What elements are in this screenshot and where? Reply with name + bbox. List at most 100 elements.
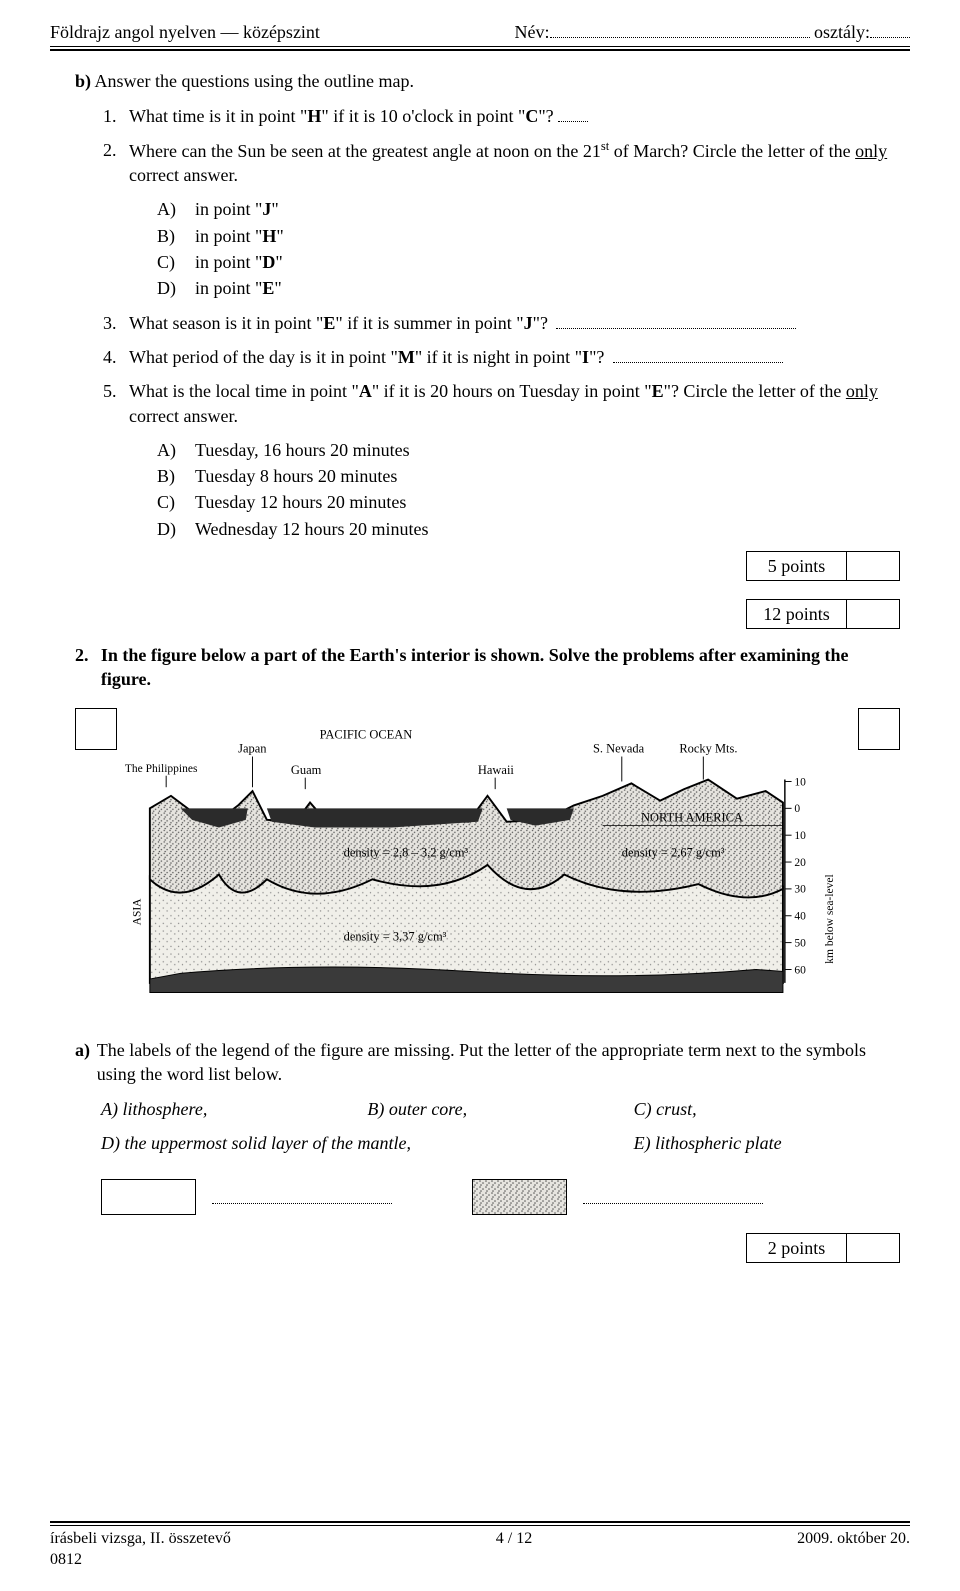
legend-swatch-stipple xyxy=(472,1179,567,1215)
wl-e: E) lithospheric plate xyxy=(634,1131,900,1155)
svg-text:10: 10 xyxy=(794,776,806,788)
question-2: 2. Where can the Sun be seen at the grea… xyxy=(103,138,900,188)
task2-title: In the figure below a part of the Earth'… xyxy=(101,643,900,692)
name-label: Név: xyxy=(515,22,550,42)
legend-item-blank xyxy=(101,1179,392,1215)
q5-num: 5. xyxy=(103,379,129,428)
q2-options: A)in point "J" B)in point "H" C)in point… xyxy=(157,197,900,300)
points-2-label: 2 points xyxy=(747,1234,847,1262)
sub-question-a: a) The labels of the legend of the figur… xyxy=(75,1038,900,1087)
q5-options: A)Tuesday, 16 hours 20 minutes B)Tuesday… xyxy=(157,438,900,541)
q5-opt-b[interactable]: B)Tuesday 8 hours 20 minutes xyxy=(157,464,900,488)
q5-opt-a[interactable]: A)Tuesday, 16 hours 20 minutes xyxy=(157,438,900,462)
q2-opt-d[interactable]: D)in point "E" xyxy=(157,276,900,300)
sub-a-label: a) xyxy=(75,1038,97,1087)
axis-label-right: km below sea-level xyxy=(824,874,836,963)
class-field[interactable] xyxy=(870,37,910,38)
density1: density = 2,8 – 3,2 g/cm³ xyxy=(344,845,469,859)
wl-a: A) lithosphere, xyxy=(101,1097,367,1121)
ytick: 60 xyxy=(785,964,806,976)
figure-wrap: PACIFIC OCEAN Japan The Philippines Guam… xyxy=(75,708,900,1024)
ytick: 10 xyxy=(785,830,806,842)
svg-text:20: 20 xyxy=(794,857,806,869)
ytick: 10 xyxy=(785,776,806,788)
figure-answer-box-right[interactable] xyxy=(858,708,900,750)
label-rocky: Rocky Mts. xyxy=(679,741,737,755)
q2-opt-a[interactable]: A)in point "J" xyxy=(157,197,900,221)
label-namerica: NORTH AMERICA xyxy=(641,810,743,824)
label-japan: Japan xyxy=(238,741,267,755)
footer-center: 4 / 12 xyxy=(496,1528,532,1571)
q3-text: What season is it in point "E" if it is … xyxy=(129,311,900,335)
points-box-12: 12 points xyxy=(746,599,900,629)
q4-answer-line[interactable] xyxy=(613,362,783,363)
ytick: 50 xyxy=(785,937,806,949)
label-philippines: The Philippines xyxy=(125,763,198,775)
label-hawaii: Hawaii xyxy=(478,762,515,776)
page-header: Földrajz angol nyelven — középszint Név:… xyxy=(50,20,910,44)
header-rule1 xyxy=(50,46,910,47)
points-12-blank[interactable] xyxy=(847,600,899,628)
question-4: 4. What period of the day is it in point… xyxy=(103,345,900,369)
label-asia: ASIA xyxy=(131,897,143,925)
legend-item-stipple xyxy=(472,1179,763,1215)
q1-text: What time is it in point "H" if it is 10… xyxy=(129,104,900,128)
legend-row xyxy=(101,1179,900,1215)
q3-num: 3. xyxy=(103,311,129,335)
points-box-5: 5 points xyxy=(746,551,900,581)
svg-text:60: 60 xyxy=(794,964,806,976)
question-3: 3. What season is it in point "E" if it … xyxy=(103,311,900,335)
q2-num: 2. xyxy=(103,138,129,188)
q1-num: 1. xyxy=(103,104,129,128)
header-subject: Földrajz angol nyelven — középszint xyxy=(50,20,320,44)
section-b-label: b) xyxy=(75,71,91,91)
ytick: 20 xyxy=(785,857,806,869)
legend-stipple-answer[interactable] xyxy=(583,1190,763,1204)
q2-opt-b[interactable]: B)in point "H" xyxy=(157,224,900,248)
label-guam: Guam xyxy=(291,762,322,776)
class-label: osztály: xyxy=(814,22,870,42)
points-2-blank[interactable] xyxy=(847,1234,899,1262)
svg-text:50: 50 xyxy=(794,937,806,949)
label-snevada: S. Nevada xyxy=(593,741,645,755)
task2-num: 2. xyxy=(75,643,101,692)
name-field[interactable] xyxy=(550,37,810,38)
q5-text: What is the local time in point "A" if i… xyxy=(129,379,900,428)
question-5: 5. What is the local time in point "A" i… xyxy=(103,379,900,428)
footer-rule2 xyxy=(50,1525,910,1526)
q4-text: What period of the day is it in point "M… xyxy=(129,345,900,369)
q5-opt-d[interactable]: D)Wednesday 12 hours 20 minutes xyxy=(157,517,900,541)
legend-blank-answer[interactable] xyxy=(212,1190,392,1204)
footer-right: 2009. október 20. xyxy=(797,1528,910,1571)
footer-rule1 xyxy=(50,1521,910,1523)
svg-text:10: 10 xyxy=(794,830,806,842)
question-list: 1. What time is it in point "H" if it is… xyxy=(103,104,900,541)
svg-text:30: 30 xyxy=(794,883,806,895)
q1-answer-line[interactable] xyxy=(558,121,588,122)
q3-answer-line[interactable] xyxy=(556,328,796,329)
points-12-label: 12 points xyxy=(747,600,847,628)
svg-text:40: 40 xyxy=(794,910,806,922)
q2-text: Where can the Sun be seen at the greates… xyxy=(129,138,900,188)
cross-section-figure: PACIFIC OCEAN Japan The Philippines Guam… xyxy=(123,708,852,1024)
y-axis: 10 0 10 20 30 40 50 60 xyxy=(785,776,806,983)
ytick: 30 xyxy=(785,883,806,895)
wl-b: B) outer core, xyxy=(367,1097,633,1121)
svg-text:0: 0 xyxy=(794,803,800,815)
footer-left1: írásbeli vizsga, II. összetevő xyxy=(50,1528,231,1550)
header-rule2 xyxy=(50,49,910,51)
legend-swatch-blank xyxy=(101,1179,196,1215)
points-5-blank[interactable] xyxy=(847,552,899,580)
q2-opt-c[interactable]: C)in point "D" xyxy=(157,250,900,274)
figure-answer-box-left[interactable] xyxy=(75,708,117,750)
points-5-label: 5 points xyxy=(747,552,847,580)
density2: density = 2,67 g/cm³ xyxy=(622,845,725,859)
footer-left2: 0812 xyxy=(50,1549,231,1571)
section-b: b) Answer the questions using the outlin… xyxy=(75,69,900,629)
points-box-2: 2 points xyxy=(746,1233,900,1263)
question-1: 1. What time is it in point "H" if it is… xyxy=(103,104,900,128)
label-pacific: PACIFIC OCEAN xyxy=(320,727,413,741)
section-b-intro: Answer the questions using the outline m… xyxy=(95,71,414,91)
q5-opt-c[interactable]: C)Tuesday 12 hours 20 minutes xyxy=(157,490,900,514)
ytick: 0 xyxy=(785,803,801,815)
